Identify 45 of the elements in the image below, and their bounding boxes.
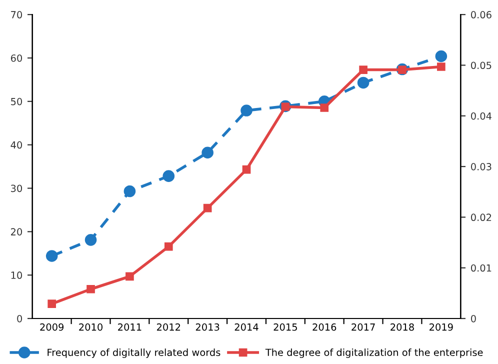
x-tick-label: 2015 bbox=[274, 323, 297, 331]
y-tick-label: 0 bbox=[17, 314, 22, 322]
point bbox=[359, 66, 368, 74]
point bbox=[240, 104, 252, 116]
y-tick-label: 10 bbox=[11, 272, 22, 279]
x-tick-label: 2011 bbox=[118, 323, 142, 331]
point bbox=[357, 76, 370, 89]
point bbox=[162, 170, 175, 182]
x-tick-label: 2014 bbox=[234, 323, 258, 331]
y-tick-label: 30 bbox=[11, 184, 22, 192]
y2-tick-label: 0.03 bbox=[471, 163, 492, 170]
y-tick-label: 40 bbox=[10, 141, 22, 149]
x-tick-label: 2012 bbox=[156, 323, 180, 331]
point bbox=[48, 300, 56, 308]
point bbox=[320, 104, 329, 112]
y-tick-label: 60 bbox=[10, 54, 22, 62]
point bbox=[126, 272, 134, 281]
y-tick-label: 20 bbox=[10, 228, 22, 236]
y2-tick-label: 0.02 bbox=[471, 214, 492, 222]
point bbox=[435, 50, 448, 62]
point bbox=[242, 165, 251, 174]
legend-label: Frequency of digitally related words bbox=[48, 348, 220, 358]
point bbox=[84, 234, 97, 246]
x-tick-label: 2009 bbox=[40, 323, 64, 331]
y2-tick-label: 0.01 bbox=[471, 264, 492, 272]
point bbox=[46, 250, 58, 262]
y2-tick-label: 0 bbox=[471, 314, 476, 322]
x-tick-label: 2016 bbox=[312, 323, 336, 331]
x-tick-label: 2017 bbox=[352, 323, 375, 331]
x-tick-label: 2018 bbox=[390, 323, 414, 331]
point bbox=[202, 146, 214, 159]
x-tick-label: 2013 bbox=[196, 323, 220, 331]
y-tick-label: 50 bbox=[11, 98, 22, 106]
x-tick-label: 2019 bbox=[430, 323, 453, 331]
point bbox=[86, 284, 95, 294]
y2-tick-label: 0.04 bbox=[471, 112, 492, 120]
y2-tick-label: 0.06 bbox=[471, 11, 492, 18]
legend-label: The degree of digitalization of the enterprise bbox=[265, 348, 483, 358]
point bbox=[124, 185, 136, 198]
y2-tick-label: 0.05 bbox=[471, 62, 492, 70]
point bbox=[164, 242, 173, 251]
point bbox=[203, 204, 212, 212]
point bbox=[437, 62, 446, 71]
x-tick-label: 2010 bbox=[79, 323, 102, 331]
y-tick-label: 70 bbox=[11, 11, 22, 18]
